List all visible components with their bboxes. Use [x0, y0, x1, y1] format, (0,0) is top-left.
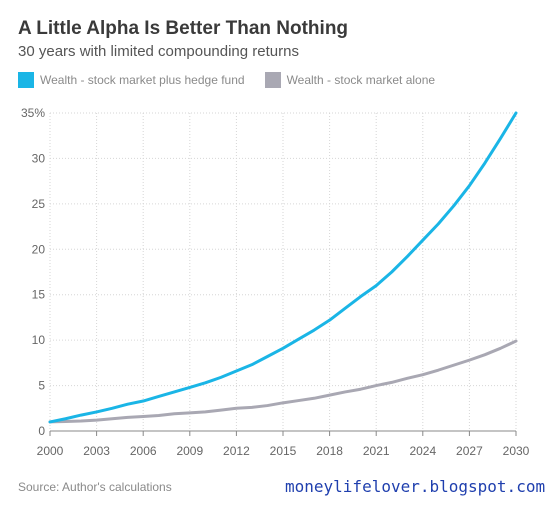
x-tick-label: 2015	[270, 444, 297, 458]
x-tick-label: 2030	[503, 444, 530, 458]
legend-swatch-market	[264, 72, 281, 88]
chart-title: A Little Alpha Is Better Than Nothing	[18, 18, 349, 39]
y-tick-label: 25	[32, 197, 46, 211]
y-tick-label: 5	[38, 379, 45, 393]
legend-item-market: Wealth - stock market alone	[264, 72, 436, 88]
x-tick-label: 2006	[130, 444, 157, 458]
chart-subtitle: 30 years with limited compounding return…	[18, 43, 299, 60]
x-tick-label: 2018	[316, 444, 343, 458]
legend-item-hedge: Wealth - stock market plus hedge fund	[18, 72, 245, 88]
y-tick-label: 20	[32, 242, 46, 256]
grid-lines	[49, 112, 517, 431]
x-tick-label: 2012	[223, 444, 250, 458]
source-note: Source: Author's calculations	[18, 480, 172, 494]
y-tick-label: 35%	[21, 106, 45, 120]
x-tick-label: 2021	[363, 444, 390, 458]
x-tick-label: 2000	[37, 444, 64, 458]
legend-label-hedge: Wealth - stock market plus hedge fund	[40, 73, 245, 87]
series-line-hedge	[48, 111, 518, 424]
y-tick-label: 0	[38, 424, 45, 438]
x-tick-label: 2003	[83, 444, 110, 458]
legend-swatch-hedge	[18, 72, 34, 88]
y-tick-label: 30	[32, 151, 46, 165]
legend-label-market: Wealth - stock market alone	[286, 73, 436, 87]
x-tick-label: 2027	[456, 444, 483, 458]
y-tick-label: 10	[32, 333, 46, 347]
x-tick-label: 2024	[409, 444, 436, 458]
y-tick-label: 15	[32, 288, 46, 302]
x-tick-label: 2009	[176, 444, 203, 458]
axes	[49, 430, 517, 436]
watermark-link[interactable]: moneylifelover.blogspot.com	[285, 477, 546, 496]
series-lines	[48, 111, 518, 424]
series-line-market	[48, 339, 518, 424]
tick-labels: 0 5 10 15 20 25 30 35% 2000 2003 2006 2009 2012 2015 2…	[21, 106, 530, 458]
legend: Wealth - stock market plus hedge fund We…	[18, 72, 455, 88]
